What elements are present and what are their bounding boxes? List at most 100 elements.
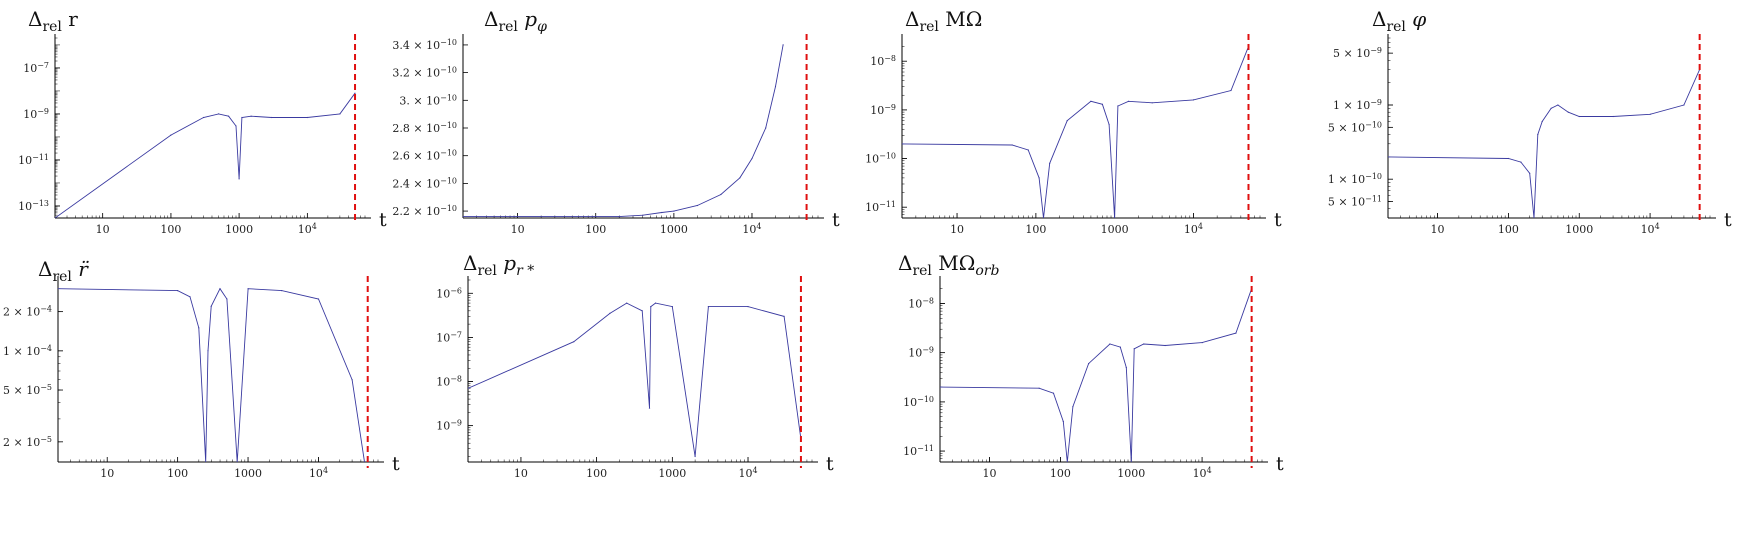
y-tick-label: 10−7	[436, 330, 462, 345]
y-tick-label: 10−11	[865, 200, 896, 215]
data-point	[1072, 406, 1074, 408]
data-point	[1052, 392, 1055, 394]
data-point	[354, 92, 356, 94]
data-point	[1049, 162, 1051, 164]
x-axis-label: t	[826, 453, 834, 475]
data-point	[1388, 156, 1389, 158]
series-line	[58, 287, 365, 462]
data-point	[1230, 89, 1232, 92]
x-axis-label: t	[1276, 453, 1284, 475]
data-point	[363, 461, 366, 462]
data-point	[673, 210, 675, 212]
y-tick-label: 10−8	[908, 296, 934, 311]
data-point	[1133, 348, 1135, 350]
y-tick-label: 10−9	[870, 102, 896, 117]
y-tick-label: 2.2 × 10−10	[392, 204, 457, 219]
chart-panel-p4: 10 100 1000 104 5 × 10−11 1 × 10−10 5 × 10−10 1…	[1328, 7, 1732, 236]
y-tick-label: 3. × 10−10	[399, 93, 457, 108]
data-point	[1127, 100, 1130, 102]
data-point	[271, 116, 273, 119]
y-tick-label: 10−7	[23, 60, 49, 75]
series-line	[940, 288, 1253, 462]
data-point	[940, 386, 941, 388]
panel-title: Δrel r̈	[38, 257, 89, 285]
data-point	[694, 455, 696, 458]
x-tick-label: 1000	[1117, 467, 1145, 480]
data-point	[281, 290, 283, 292]
data-point	[739, 177, 741, 179]
x-axis-label: t	[1724, 209, 1732, 231]
y-tick-label: 2.4 × 10−10	[392, 176, 457, 191]
x-tick-label: 100	[167, 467, 188, 480]
data-point	[783, 315, 785, 317]
data-point	[609, 312, 611, 314]
data-point	[1578, 115, 1580, 118]
y-tick-label: 1 × 10−4	[3, 343, 52, 358]
data-point	[468, 387, 469, 389]
data-point	[774, 85, 777, 88]
data-point	[238, 178, 240, 180]
data-point	[1235, 332, 1237, 334]
chart-panel-p3: 10 100 1000 104 10−11 10−10 10−9 10−8 t Δrel MΩ	[865, 7, 1282, 236]
data-point	[241, 116, 243, 119]
y-tick-label: 10−8	[436, 374, 462, 389]
x-axis-label: t	[392, 453, 400, 475]
data-point	[1114, 217, 1116, 218]
data-point	[902, 143, 903, 145]
series-line	[902, 46, 1249, 218]
data-point	[1066, 120, 1068, 122]
data-point	[782, 44, 784, 46]
data-point	[1683, 104, 1685, 106]
data-point	[1011, 144, 1013, 146]
data-point	[55, 217, 56, 218]
data-point	[1649, 113, 1651, 115]
x-axis-label: t	[832, 209, 840, 231]
data-point	[707, 306, 710, 308]
data-point	[207, 350, 209, 352]
data-point	[218, 113, 220, 115]
data-point	[573, 341, 575, 343]
panel-title: Δrel pr *	[463, 251, 534, 279]
data-point	[235, 125, 237, 127]
data-point	[1130, 461, 1132, 462]
data-point	[1201, 342, 1203, 344]
x-tick-label: 1000	[234, 467, 262, 480]
y-tick-label: 2.6 × 10−10	[392, 148, 457, 163]
series-line	[1388, 69, 1701, 218]
data-point	[1062, 420, 1064, 423]
data-point	[1125, 366, 1127, 369]
data-point	[1038, 177, 1040, 179]
data-point	[641, 310, 643, 312]
x-tick-label: 100	[1498, 223, 1519, 236]
x-tick-label: 104	[309, 466, 328, 481]
data-point	[720, 193, 722, 196]
data-point	[1192, 99, 1194, 101]
data-point	[250, 115, 252, 117]
x-tick-label: 1000	[1101, 223, 1129, 236]
x-tick-label: 1000	[1565, 223, 1593, 236]
y-tick-label: 2 × 10−5	[3, 434, 52, 449]
series-line	[468, 302, 802, 457]
data-point	[339, 113, 341, 115]
y-tick-label: 10−9	[908, 345, 934, 360]
y-tick-label: 3.4 × 10−10	[392, 37, 457, 52]
x-tick-label: 10	[514, 467, 528, 480]
y-tick-label: 5 × 10−5	[3, 383, 52, 398]
data-point	[198, 327, 200, 329]
data-point	[1090, 100, 1092, 102]
data-point	[1117, 105, 1119, 107]
data-point	[1557, 104, 1559, 106]
panel-title: Δrel pφ	[484, 7, 547, 35]
x-tick-label: 104	[298, 222, 317, 237]
x-tick-label: 104	[1641, 222, 1660, 237]
x-tick-label: 104	[1193, 466, 1212, 481]
x-tick-label: 1000	[658, 467, 686, 480]
x-axis-label: t	[1274, 209, 1282, 231]
y-tick-label: 10−9	[436, 418, 462, 433]
x-tick-label: 100	[160, 223, 181, 236]
data-point	[236, 461, 238, 462]
x-tick-label: 1000	[660, 223, 688, 236]
x-tick-label: 100	[585, 223, 606, 236]
chart-panel-p6: 10 100 1000 104 10−9 10−8 10−7 10−6 t Δrel pr *	[436, 251, 834, 480]
y-tick-label: 10−11	[903, 444, 934, 459]
